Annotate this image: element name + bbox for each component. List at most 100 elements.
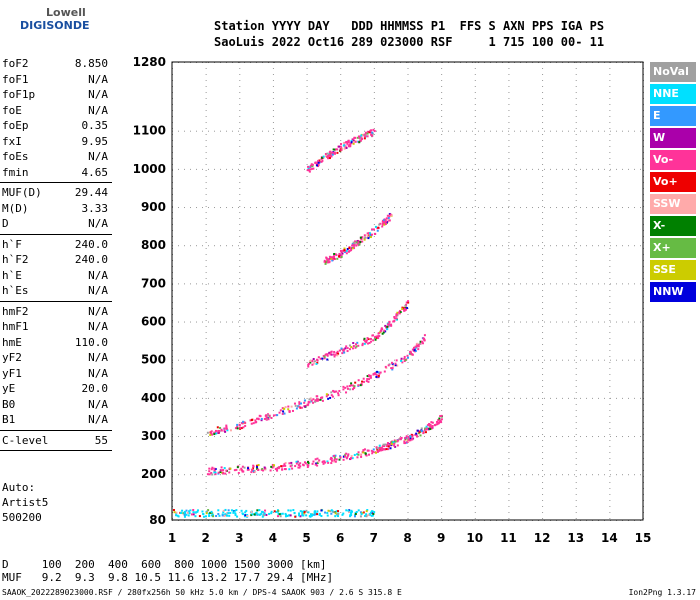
grid-dot-x [575,260,577,261]
grid-dot-x [373,386,375,387]
grid-dot-x [205,506,207,507]
param-row: foF1 N/A [0,72,112,88]
grid-dot-y [532,283,533,285]
echo-point [268,512,271,515]
echo-point [330,457,333,460]
grid-dot-x [474,98,476,99]
grid-dot-x [205,116,207,117]
echo-point [183,510,186,513]
echo-point [302,514,305,517]
echo-point [240,467,243,470]
grid-dot-x [407,452,409,453]
grid-dot-y [292,474,293,476]
grid-dot-x [340,182,342,183]
grid-dot-x [474,332,476,333]
echo-point [297,463,300,466]
grid-dot-y [628,474,629,476]
grid-dot-x [575,392,577,393]
grid-dot-y [574,283,575,285]
echo-point [223,427,226,430]
param-value: N/A [88,284,108,297]
echo-point [332,255,335,258]
echo-point [366,508,369,511]
echo-point [350,457,353,460]
echo-point [369,337,372,340]
echo-point [322,155,325,158]
echo-point [256,509,259,512]
grid-dot-y [448,397,449,399]
echo-point [257,417,260,420]
echo-point [324,461,327,464]
grid-dot-x [441,428,443,429]
grid-dot-x [205,458,207,459]
grid-dot-y [568,436,569,438]
echo-point [326,514,329,517]
grid-dot-y [526,359,527,361]
grid-dot-x [272,512,274,513]
grid-dot-x [239,170,241,171]
grid-dot-x [542,302,544,303]
echo-point [175,514,178,517]
echo-point [370,514,373,517]
grid-dot-x [306,422,308,423]
grid-dot-y [364,359,365,361]
echo-point [294,515,297,518]
echo-point [391,441,394,444]
echo-point [439,415,442,418]
grid-dot-y [274,130,275,132]
echo-point [279,512,282,515]
echo-point [273,510,276,513]
grid-dot-x [508,80,510,81]
echo-point [229,511,232,514]
echo-point [346,456,349,459]
echo-point [372,450,375,453]
grid-dot-x [272,236,274,237]
grid-dot-x [508,404,510,405]
grid-dot-x [239,158,241,159]
grid-dot-x [306,308,308,309]
grid-dot-x [205,410,207,411]
grid-dot-x [575,302,577,303]
echo-point [370,449,373,452]
echo-point [403,440,406,443]
grid-dot-y [202,474,203,476]
echo-point [309,164,312,167]
grid-dot-x [508,476,510,477]
grid-dot-x [575,278,577,279]
echo-point [367,514,370,517]
grid-dot-x [441,374,443,375]
param-key: B0 [2,397,16,411]
echo-point [227,512,230,515]
echo-point [361,380,364,383]
echo-point [194,511,197,514]
grid-dot-x [542,422,544,423]
grid-dot-y [484,130,485,132]
echo-point [342,348,345,351]
grid-dot-x [441,104,443,105]
echo-point [350,140,353,143]
echo-point [417,344,420,347]
echo-point [343,147,346,150]
grid-dot-y [316,207,317,209]
grid-dot-x [272,248,274,249]
echo-point [358,141,361,144]
param-separator [0,233,112,235]
echo-point [196,509,199,512]
grid-dot-y [562,321,563,323]
grid-dot-y [346,397,347,399]
grid-dot-x [407,476,409,477]
echo-point [343,247,346,250]
grid-dot-y [580,130,581,132]
echo-point [271,466,274,469]
grid-dot-y [244,283,245,285]
echo-point [321,357,324,360]
grid-dot-y [508,130,509,132]
grid-dot-y [634,359,635,361]
echo-point [339,143,342,146]
grid-dot-x [340,470,342,471]
grid-dot-y [220,168,221,170]
grid-dot-x [508,434,510,435]
echo-point [236,466,239,469]
grid-dot-y [538,359,539,361]
echo-point [340,147,343,150]
